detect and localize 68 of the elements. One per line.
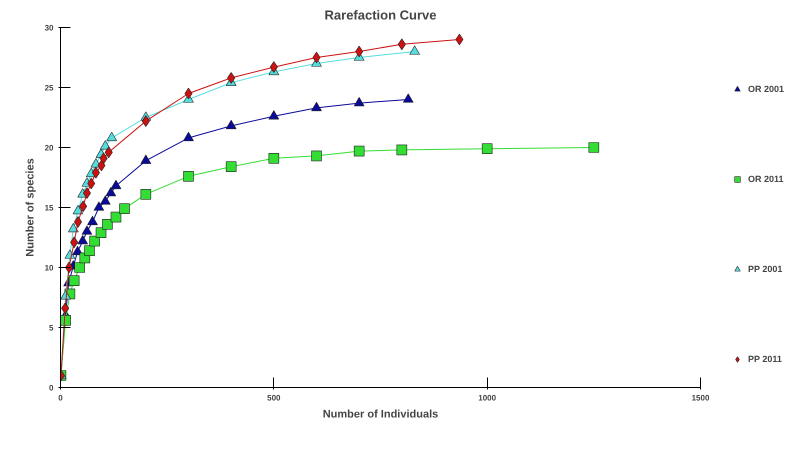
point — [140, 189, 152, 200]
point — [89, 236, 100, 246]
point — [68, 223, 79, 232]
point — [84, 245, 95, 256]
point — [74, 262, 85, 273]
x-tick-label: 0 — [58, 394, 64, 402]
point — [354, 146, 364, 156]
point — [268, 110, 280, 120]
point — [355, 46, 364, 58]
legend-label: OR 2001 — [748, 84, 784, 94]
point — [226, 161, 236, 172]
point — [455, 34, 464, 46]
x-tick-label: 1500 — [692, 394, 710, 402]
point — [183, 132, 194, 142]
point — [402, 93, 414, 103]
point — [396, 144, 408, 156]
point — [227, 72, 236, 84]
x-tick-label: 500 — [267, 394, 282, 402]
point — [482, 143, 492, 154]
x-axis-title: Number of Individuals — [322, 408, 438, 420]
point — [94, 201, 104, 211]
point — [110, 180, 122, 190]
y-tick-label: 15 — [44, 204, 54, 212]
point — [409, 45, 420, 55]
chart-title: Rarefaction Curve — [324, 8, 436, 22]
point — [92, 166, 100, 178]
point — [97, 160, 106, 172]
point — [79, 200, 88, 212]
point — [102, 219, 113, 230]
point — [106, 132, 117, 142]
point — [82, 225, 92, 235]
point — [183, 171, 194, 182]
point — [77, 235, 88, 244]
point — [104, 146, 113, 158]
point — [354, 97, 364, 106]
y-tick-label: 5 — [49, 324, 54, 332]
y-tick-label: 20 — [44, 144, 54, 152]
legend-label: OR 2011 — [748, 174, 784, 184]
point — [142, 115, 150, 127]
point — [119, 203, 130, 214]
point — [110, 212, 122, 222]
point — [270, 61, 278, 73]
point — [61, 302, 70, 314]
point — [398, 38, 406, 50]
point — [70, 236, 78, 248]
point — [311, 150, 322, 162]
point — [100, 152, 108, 164]
point — [96, 227, 106, 238]
y-tick-label: 30 — [44, 24, 54, 32]
point — [68, 275, 80, 286]
point — [588, 142, 600, 153]
point — [87, 178, 96, 190]
y-tick-label: 0 — [49, 384, 54, 392]
point — [226, 120, 236, 130]
y-tick-label: 25 — [44, 84, 54, 92]
point — [140, 154, 152, 164]
legend-label: PP 2011 — [748, 354, 782, 364]
point — [268, 153, 280, 164]
point — [100, 195, 111, 205]
point — [82, 187, 91, 199]
point — [72, 205, 84, 214]
point — [311, 102, 322, 112]
point — [106, 187, 116, 196]
x-tick-label: 1000 — [478, 394, 497, 402]
point — [87, 216, 98, 226]
y-axis-title: Number of species — [24, 158, 37, 257]
legend-label: PP 2001 — [748, 264, 782, 274]
y-tick-label: 10 — [44, 264, 54, 272]
